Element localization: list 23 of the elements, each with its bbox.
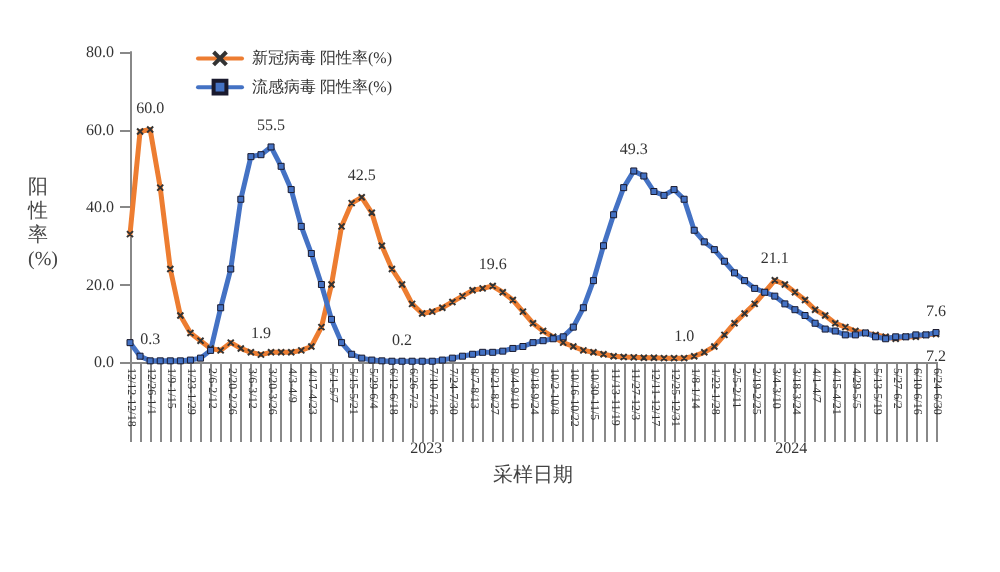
data-label: 7.2 [926, 347, 946, 366]
x-axis-title: 采样日期 [493, 463, 573, 487]
data-label: 0.2 [392, 330, 413, 349]
text: 2023 [410, 439, 443, 457]
legend-label: 流感病毒 阳性率(%) [252, 78, 393, 97]
y-tick-label: 0.0 [94, 353, 114, 371]
data-label: 1.9 [250, 323, 271, 342]
legend-label: 新冠病毒 阳性率(%) [252, 49, 393, 68]
data-label: 0.3 [140, 330, 161, 349]
y-tick-label: 40.0 [86, 198, 114, 216]
data-label: 55.5 [257, 116, 286, 135]
data-label: 42.5 [347, 166, 376, 185]
data-label: 1.0 [674, 327, 695, 346]
data-label: 19.6 [478, 255, 507, 274]
y-tick-label: 80.0 [86, 43, 114, 61]
text: 2024 [775, 439, 808, 457]
data-label: 21.1 [760, 249, 789, 268]
y-tick-label: 60.0 [86, 120, 114, 139]
data-label: 60.0 [136, 98, 165, 117]
data-label: 7.6 [926, 302, 946, 321]
data-label: 49.3 [619, 140, 648, 159]
y-axis-title: 阳性率(%) [26, 177, 58, 271]
y-tick-label: 20.0 [86, 275, 114, 294]
